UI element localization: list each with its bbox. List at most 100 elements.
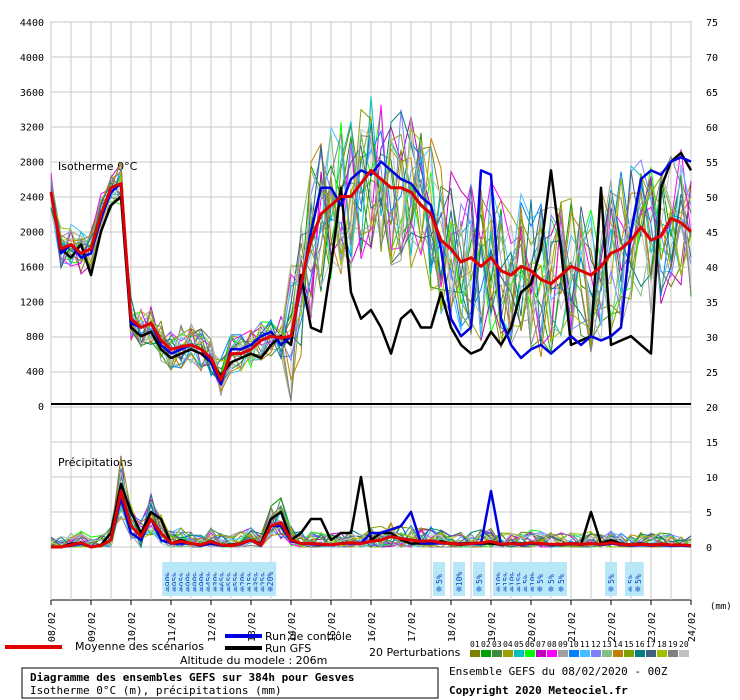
member-color-swatch [569,650,579,657]
member-color-swatch [679,650,689,657]
snow-probability-label: 30% [212,572,221,587]
x-tick-label: 22/02 [607,612,618,642]
snow-probability-bar [533,562,546,596]
copyright: Copyright 2020 Meteociel.fr [449,684,628,697]
snowflake-icon: ❄ [247,585,253,595]
right-tick-label: 25 [706,368,718,379]
member-number: 03 [492,640,502,649]
snow-probability-label: 10% [529,572,538,587]
snow-probability-bar [555,562,567,596]
left-tick-label: 1200 [20,297,44,308]
precip-perturbation-17 [50,474,692,548]
snowflake-icon: ❄ [510,585,516,595]
snowflake-icon: ❄ [496,585,502,595]
x-tick-label: 23/02 [647,612,658,642]
member-number: 14 [613,640,623,649]
member-number: 16 [635,640,645,649]
snowflake-icon: ❄ [503,585,509,595]
x-tick-label: 11/02 [167,612,178,642]
snowflake-icon: ❄ [254,585,260,595]
lower-panel-label: Précipitations [58,456,133,469]
member-color-swatch [657,650,667,657]
snowflake-icon: ❄ [193,585,199,595]
member-color-swatch [646,650,656,657]
legend-mean-label: Moyenne des scénarios [75,640,204,653]
snow-probability-label: 10% [495,572,504,587]
snow-probability-label: 90% [164,572,173,587]
model-altitude: Altitude du modele : 206m [180,654,327,667]
member-color-swatch [503,650,513,657]
right-tick-label: 50 [706,193,718,204]
snowflake-icon: ❄ [628,585,634,595]
right-tick-label: 65 [706,88,718,99]
snow-probability-bar [453,562,465,596]
series-line [49,151,693,377]
member-color-swatch [492,650,502,657]
member-color-swatch [635,650,645,657]
member-number: 01 [470,640,480,649]
left-tick-label: 2800 [20,158,44,169]
member-number: 12 [591,640,601,649]
chart-subtitle: Isotherme 0°C (m), précipitations (mm) [30,684,282,697]
member-color-swatch [591,650,601,657]
member-number: 05 [514,640,524,649]
snowflake-icon: ❄ [220,585,226,595]
chart-title: Diagramme des ensembles GEFS sur 384h po… [30,671,355,684]
left-tick-label: 400 [26,367,44,378]
member-number: 20 [679,640,689,649]
member-color-swatch [668,650,678,657]
snow-probability-bar [264,562,277,596]
left-tick-label: 3200 [20,123,44,134]
member-legend: 01 02 03 04 05 06 07 08 09 10 11 12 13 14 15 16 17 18 19 20 [470,640,689,657]
snowflake-icon: ❄ [267,585,273,595]
snowflake-icon: ❄ [635,585,641,595]
precip-series-line [51,489,692,549]
left-axis: 4400400036003200280024002000160012008004… [20,18,44,413]
right-tick-label: 20 [706,403,718,414]
x-tick-label: 20/02 [527,612,538,642]
upper-panel-label: Isotherme 0°C [58,160,138,173]
snow-probability-label: 95% [178,572,187,587]
snow-probability-label: 90% [191,572,200,587]
snowflake-icon: ❄ [213,585,219,595]
snow-probability-label: 5% [536,574,545,584]
snow-probability-bar [506,562,519,596]
x-tick-label: 24/02 [687,612,698,642]
x-tick-label: 16/02 [367,612,378,642]
x-unit-label: (mm) [710,602,732,612]
legend-control-label: Run de contrôle [265,630,352,643]
snow-probability-label: 5% [634,574,643,584]
x-axis: 08/02 09/02 10/02 11/02 12/02 13/02 14/02 15/02… [47,600,698,642]
snow-probability-label: 10% [509,572,518,587]
right-tick-label: 45 [706,228,718,239]
member-number: 15 [624,640,634,649]
snowflake-icon: ❄ [165,585,171,595]
right-tick-label: 60 [706,123,718,134]
right-tick-label: 35 [706,298,718,309]
left-tick-label: 800 [26,332,44,343]
right-tick-label: 15 [706,438,718,449]
snowflake-icon: ❄ [530,585,536,595]
member-number: 08 [547,640,557,649]
member-color-swatch [536,650,546,657]
member-number: 17 [646,640,656,649]
left-tick-label: 4400 [20,18,44,29]
left-tick-label: 2000 [20,227,44,238]
member-number: 02 [481,640,491,649]
right-tick-label: 0 [706,543,712,554]
title-box [21,667,439,699]
snowflake-icon: ❄ [476,585,482,595]
member-color-swatch [481,650,491,657]
snowflake-icon: ❄ [179,585,185,595]
right-tick-label: 30 [706,333,718,344]
perturbation-13 [50,131,692,396]
member-color-swatch [514,650,524,657]
snow-probability-label: 15% [515,572,524,587]
member-color-swatch [547,650,557,657]
right-tick-label: 75 [706,18,718,29]
snow-probability-label: 5% [557,574,566,584]
snow-probability-label: 90% [198,572,207,587]
snowflake-icon: ❄ [523,585,529,595]
